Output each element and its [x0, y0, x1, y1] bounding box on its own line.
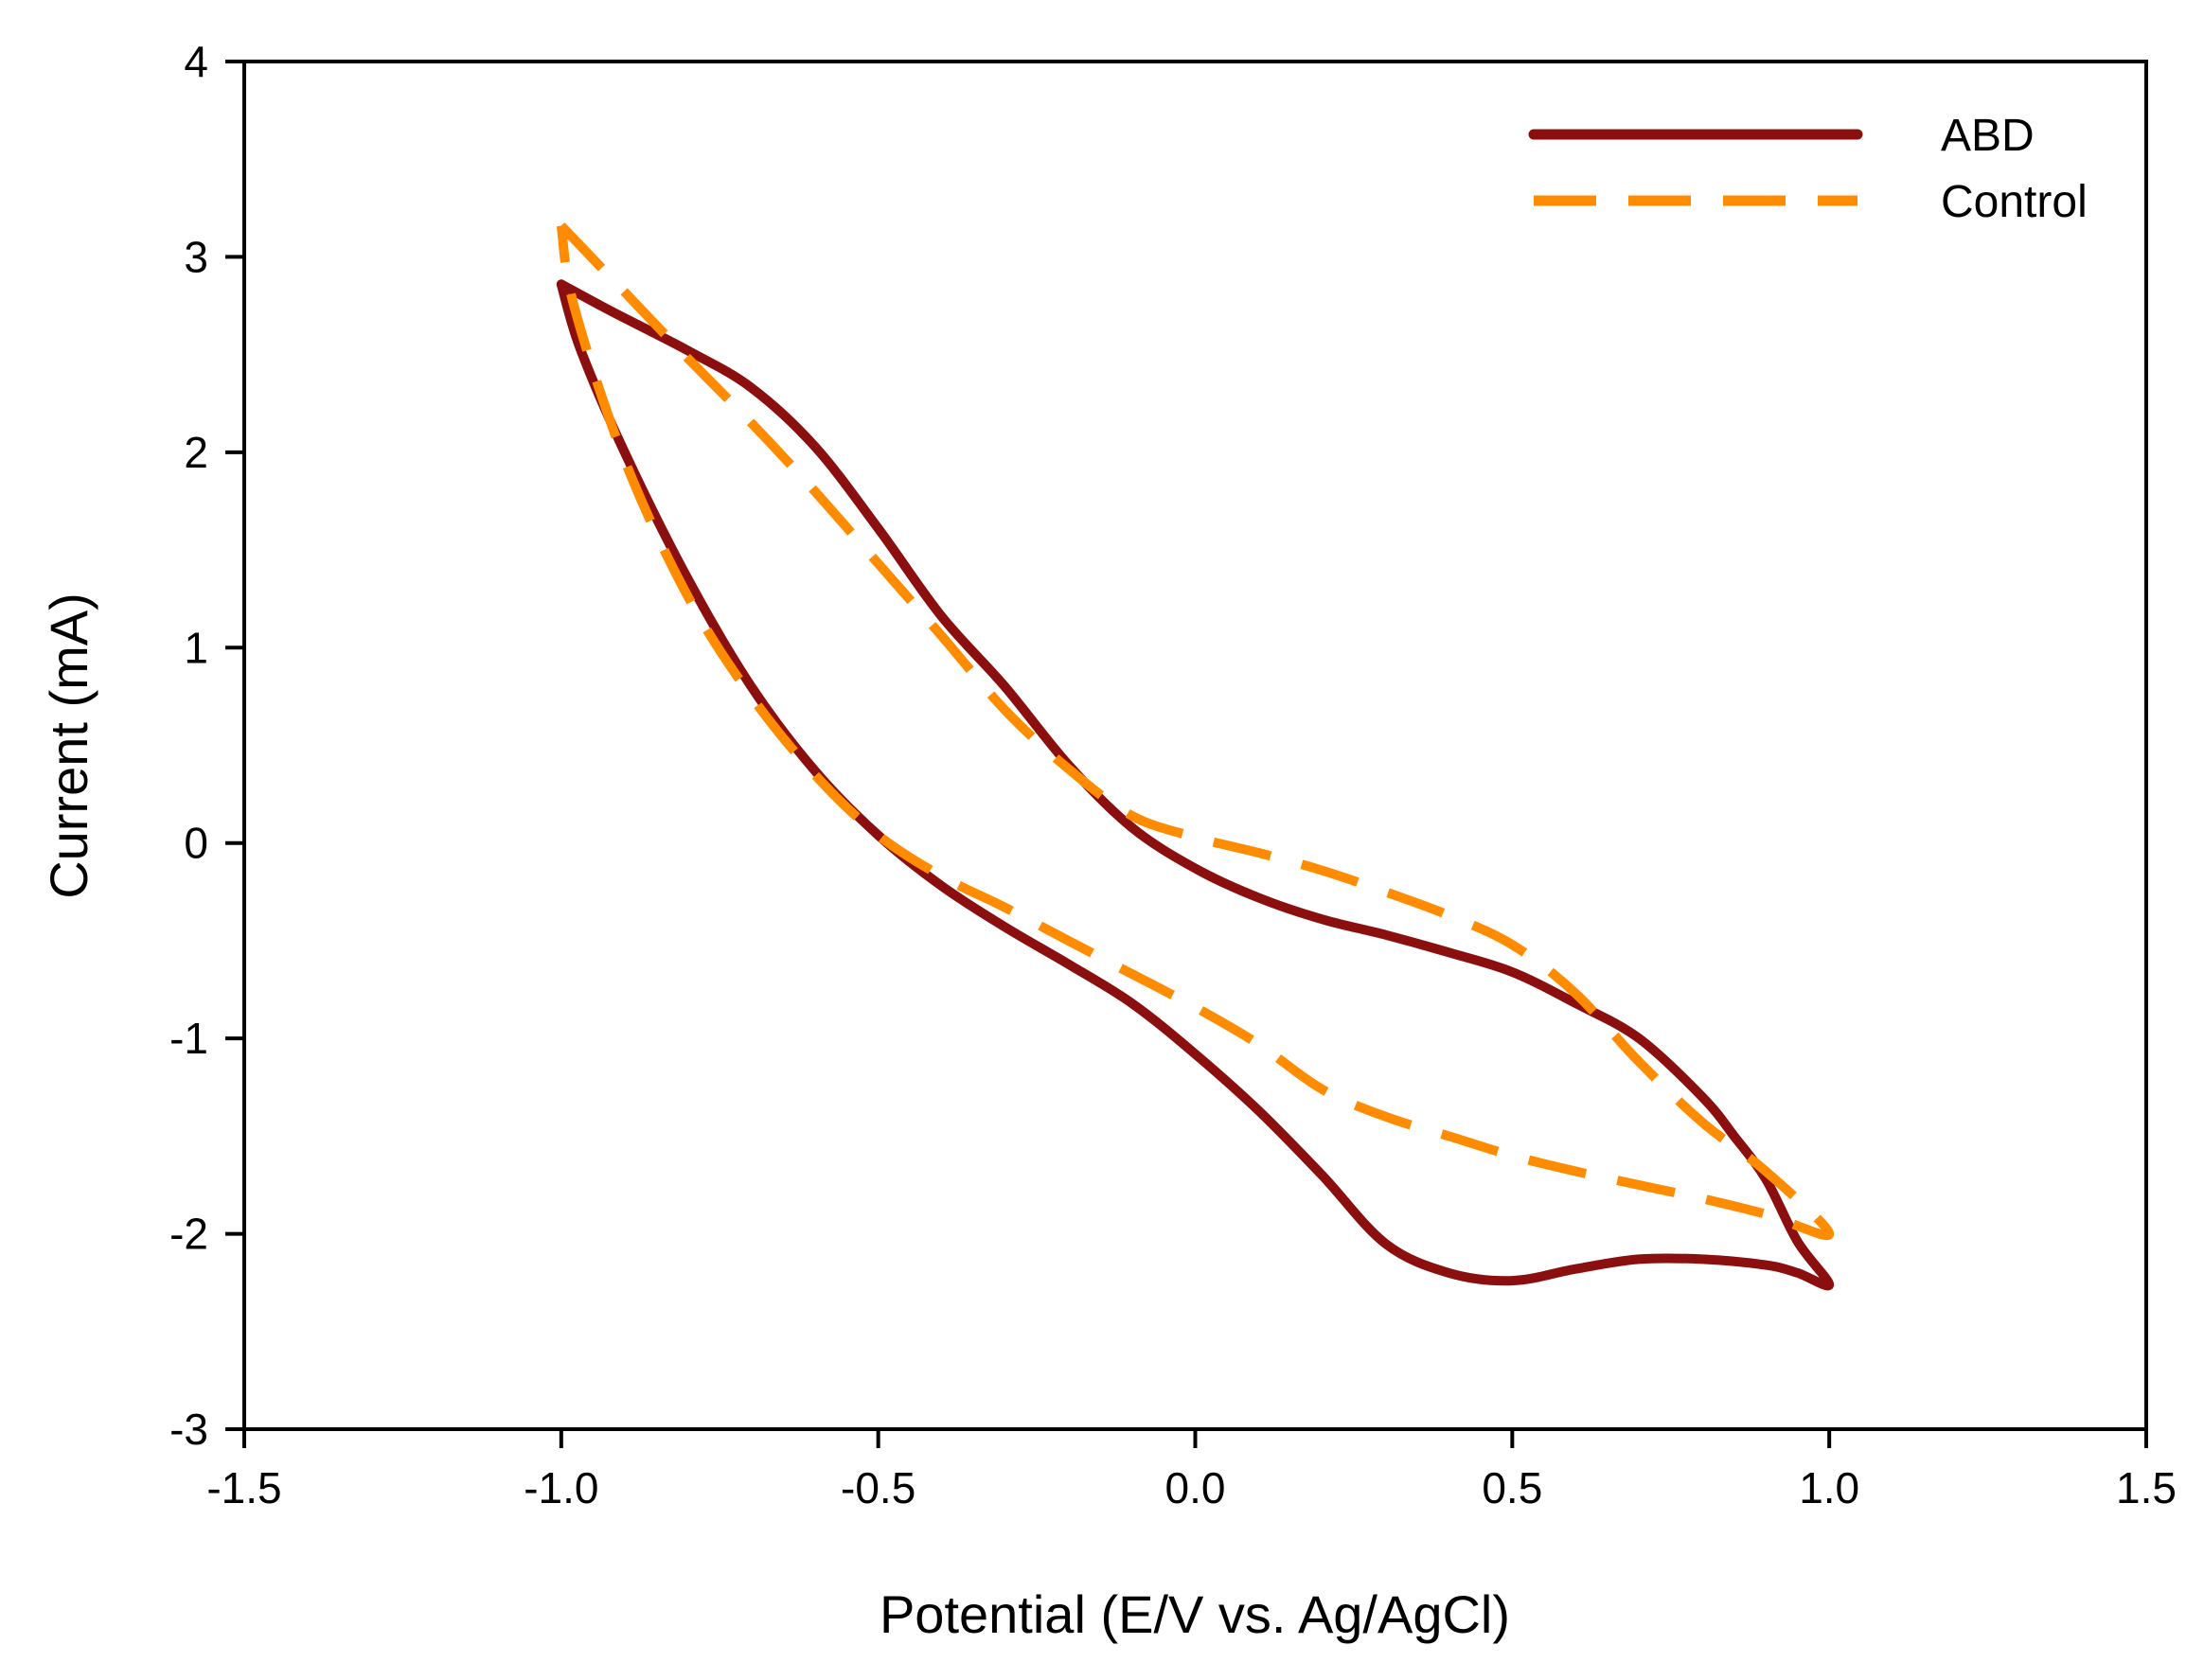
y-axis-title: Current (mA) [39, 592, 98, 899]
y-tick-label: 4 [184, 37, 208, 86]
legend-label-abd: ABD [1941, 111, 2035, 161]
x-tick-label: 1.5 [2116, 1463, 2177, 1512]
axis-ticks: -1.5 -1.0 -0.5 0.0 0.5 1.0 1.5 -3 -2 -1 0 1 2 3 4 [169, 37, 2177, 1512]
y-tick-label: -3 [169, 1405, 208, 1454]
y-tick-label: 1 [184, 623, 208, 672]
series-line-abd [556, 279, 1835, 1291]
y-tick-label: 3 [184, 232, 208, 281]
x-tick-label: 1.0 [1799, 1463, 1859, 1512]
x-tick-label: -1.5 [206, 1463, 281, 1512]
x-tick-label: 0.5 [1482, 1463, 1542, 1512]
y-tick-label: 2 [184, 428, 208, 477]
legend-label-control: Control [1941, 177, 2088, 227]
y-tick-label: -2 [169, 1210, 208, 1259]
series-layer [556, 221, 1835, 1291]
legend: ABD Control [1528, 111, 2088, 227]
series-line-control [556, 221, 1835, 1241]
x-axis-title: Potential (E/V vs. Ag/AgCl) [880, 1584, 1510, 1644]
plot-frame [242, 60, 2148, 1431]
x-tick-label: -1.0 [524, 1463, 598, 1512]
y-tick-label: -1 [169, 1014, 208, 1063]
x-tick-label: 0.0 [1165, 1463, 1226, 1512]
x-tick-label: -0.5 [841, 1463, 915, 1512]
y-tick-label: 0 [184, 819, 208, 868]
